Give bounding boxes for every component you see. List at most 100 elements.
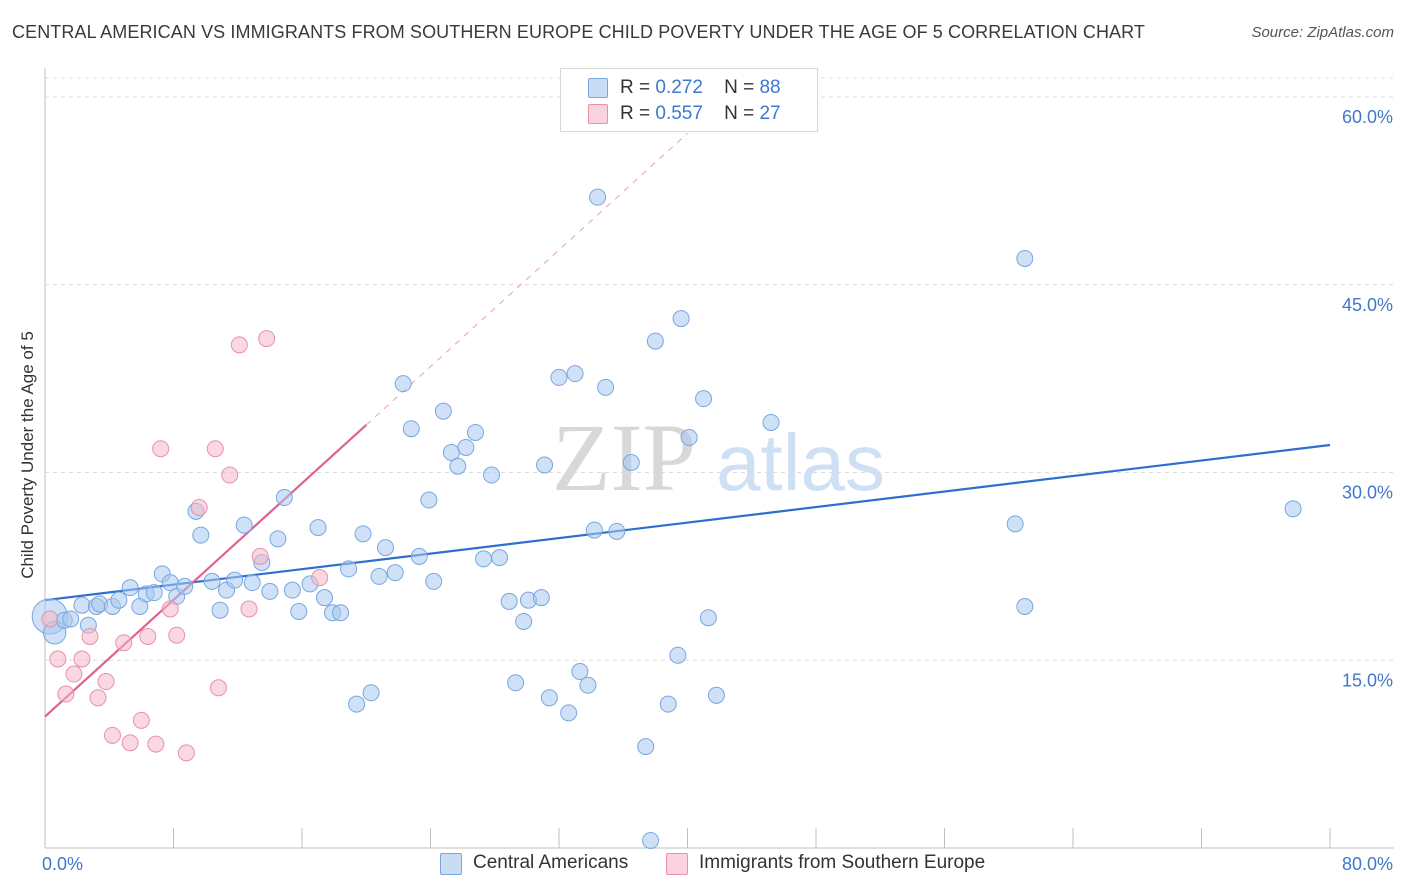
- point-southern-europe: [168, 626, 186, 644]
- point-central-american: [695, 390, 713, 408]
- watermark: ZIP atlas: [552, 404, 885, 511]
- point-southern-europe: [89, 689, 107, 707]
- point-central-american: [491, 549, 509, 567]
- point-southern-europe: [177, 744, 195, 762]
- y-axis-label: Child Poverty Under the Age of 5: [18, 331, 37, 579]
- point-central-american: [1016, 249, 1034, 267]
- r-value: 0.557: [655, 103, 703, 124]
- point-central-american: [348, 695, 366, 713]
- point-central-american: [283, 581, 301, 599]
- point-central-american: [192, 526, 210, 544]
- point-central-american: [377, 539, 395, 557]
- point-central-american: [449, 457, 467, 475]
- chart-title: CENTRAL AMERICAN VS IMMIGRANTS FROM SOUT…: [12, 22, 1146, 42]
- point-central-american: [275, 489, 293, 507]
- point-central-american: [566, 365, 584, 383]
- point-central-american: [370, 567, 388, 585]
- point-central-american: [585, 521, 603, 539]
- legend-swatch-pink: [666, 853, 688, 875]
- point-southern-europe: [311, 569, 329, 587]
- point-central-american: [211, 601, 229, 619]
- point-central-american: [290, 602, 308, 620]
- legend-swatch-pink: [588, 104, 608, 124]
- trend-lines: [44, 132, 1331, 718]
- legend-stats: R = 0.557 N = 27: [620, 103, 781, 124]
- point-southern-europe: [81, 627, 99, 645]
- point-central-american: [243, 574, 261, 592]
- point-central-american: [1006, 515, 1024, 533]
- point-central-american: [483, 466, 501, 484]
- point-central-american: [608, 522, 626, 540]
- point-central-american: [269, 530, 287, 548]
- point-central-american: [354, 525, 372, 543]
- point-southern-europe: [221, 466, 239, 484]
- point-southern-europe: [57, 685, 75, 703]
- point-central-american: [672, 310, 690, 328]
- n-value: 88: [759, 77, 781, 98]
- point-central-american: [176, 577, 194, 595]
- point-southern-europe: [190, 499, 208, 517]
- point-central-american: [707, 686, 725, 704]
- point-southern-europe: [161, 600, 179, 618]
- x-tick-label: 0.0%: [42, 854, 83, 874]
- point-southern-europe: [230, 336, 248, 354]
- point-central-american: [121, 579, 139, 597]
- point-southern-europe: [121, 734, 139, 752]
- point-central-american: [402, 420, 420, 438]
- point-central-american: [425, 572, 443, 590]
- point-central-american: [680, 428, 698, 446]
- legend-swatch-blue: [440, 853, 462, 875]
- point-central-american: [622, 454, 640, 472]
- r-value: 0.272: [655, 77, 703, 98]
- point-central-american: [500, 592, 518, 610]
- point-central-american: [646, 332, 664, 350]
- point-central-american: [1284, 500, 1302, 518]
- x-tick-label: 80.0%: [1342, 854, 1393, 874]
- point-central-american: [560, 704, 578, 722]
- gridlines: [45, 77, 1394, 661]
- series-legend: Central Americans Immigrants from Southe…: [0, 850, 1406, 880]
- legend-swatch-blue: [588, 78, 608, 98]
- point-southern-europe: [240, 600, 258, 618]
- point-central-american: [420, 491, 438, 509]
- point-central-american: [507, 674, 525, 692]
- point-central-american: [597, 378, 615, 396]
- axes: [44, 68, 1394, 849]
- point-central-american: [589, 188, 607, 206]
- point-central-american: [226, 571, 244, 589]
- point-central-american: [235, 516, 253, 534]
- watermark-zip: ZIP: [552, 404, 696, 511]
- n-value: 27: [759, 103, 781, 124]
- legend-stats: R = 0.272 N = 88: [620, 77, 781, 98]
- legend-label: Immigrants from Southern Europe: [699, 852, 986, 873]
- point-southern-europe: [65, 665, 83, 683]
- point-southern-europe: [73, 650, 91, 668]
- legend-label: Central Americans: [473, 852, 629, 873]
- point-central-american: [532, 589, 550, 607]
- point-central-american: [659, 695, 677, 713]
- point-southern-europe: [258, 330, 276, 348]
- point-central-american: [62, 610, 80, 628]
- trend-extension: [365, 132, 688, 426]
- point-central-american: [699, 609, 717, 627]
- point-central-american: [73, 596, 91, 614]
- point-central-american: [315, 589, 333, 607]
- point-central-american: [642, 831, 660, 849]
- point-southern-europe: [41, 610, 59, 628]
- point-southern-europe: [152, 440, 170, 458]
- point-central-american: [457, 438, 475, 456]
- trend-line-southern-europe: [44, 424, 367, 718]
- point-central-american: [536, 456, 554, 474]
- trend-line-central-americans: [44, 443, 1331, 602]
- point-central-american: [571, 663, 589, 681]
- watermark-atlas: atlas: [716, 418, 885, 507]
- point-southern-europe: [209, 679, 227, 697]
- point-central-american: [540, 689, 558, 707]
- point-southern-europe: [103, 726, 121, 744]
- point-southern-europe: [251, 547, 269, 565]
- point-central-american: [309, 519, 327, 537]
- source-label: Source: ZipAtlas.com: [1251, 24, 1394, 41]
- point-southern-europe: [139, 627, 157, 645]
- y-tick-label: 15.0%: [1342, 670, 1393, 690]
